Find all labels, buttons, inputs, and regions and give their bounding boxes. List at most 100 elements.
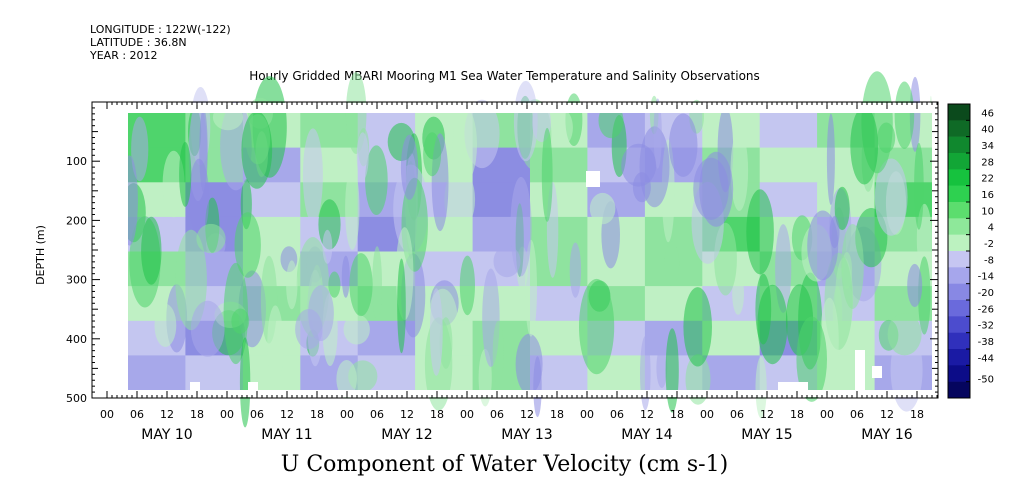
colorbar-label: -26 [978,304,994,315]
x-tick-label: 12 [280,408,294,421]
colorbar-label: -50 [978,375,994,386]
heatmap-blob [179,142,192,207]
heatmap-cell [759,113,818,149]
colorbar-label: -44 [978,353,994,364]
heatmap-cell [530,286,588,322]
heatmap-blob [589,192,616,225]
heatmap-blob [510,176,532,277]
colorbar-swatch [948,218,970,235]
colorbar-label: 22 [981,174,994,185]
x-tick-label: 18 [790,408,804,421]
heatmap-blob [541,127,553,222]
colorbar-label: -2 [984,239,994,250]
heatmap-blob [653,98,662,169]
x-tick-label: 00 [220,408,234,421]
heatmap-blob [345,167,360,250]
heatmap-blob [234,212,261,278]
colorbar-swatch [948,120,970,137]
heatmap-blob [874,158,908,236]
x-tick-label: 00 [700,408,714,421]
heatmap-blob [907,263,923,308]
colorbar-swatch [948,381,970,399]
heatmap-blob [668,113,698,177]
heatmap-blob [492,320,504,385]
x-day-label: MAY 14 [621,427,672,443]
y-tick-label: 400 [66,333,87,346]
x-tick-label: 06 [610,408,624,421]
x-tick-label: 06 [130,408,144,421]
colorbar-swatch [948,104,970,121]
chart-title: Hourly Gridded MBARI Mooring M1 Sea Wate… [249,69,760,83]
heatmap-blob [914,142,924,230]
heatmap-blob [796,316,827,402]
heatmap-blob [664,241,680,286]
x-tick-label: 12 [760,408,774,421]
heatmap-blob [343,314,370,345]
heatmap-blob [579,278,615,375]
colorbar-swatch [948,349,970,366]
x-tick-label: 18 [310,408,324,421]
colorbar-label: 34 [981,141,994,152]
heatmap-blob [328,271,341,298]
latitude-label: LATITUDE : 36.8N [90,36,187,49]
heatmap-blob [459,255,475,316]
x-tick-label: 06 [850,408,864,421]
x-tick-label: 18 [190,408,204,421]
colorbar-swatch [948,185,970,203]
heatmap-blob [372,246,382,321]
y-tick-label: 500 [66,392,87,405]
colorbar-swatch [948,283,970,301]
x-tick-label: 06 [490,408,504,421]
missing-data-gap [190,382,200,390]
heatmap-blob [356,132,369,181]
heatmap-blob [322,229,333,264]
colorbar-swatch [948,153,970,170]
velocity-field [93,71,937,428]
heatmap-blob [397,258,406,354]
heatmap-cell [759,147,818,183]
colorbar-swatch [948,316,970,333]
x-tick-label: 00 [460,408,474,421]
heatmap-blob [423,132,442,177]
heatmap-blob [834,186,850,231]
colorbar-swatch [948,169,970,186]
heatmap-blob [757,284,788,365]
colorbar-swatch [948,267,970,284]
heatmap-blob [755,356,767,419]
colorbar-label: 4 [988,223,994,234]
heatmap-blob [569,242,582,298]
heatmap-blob [196,223,226,254]
heatmap-blob [665,328,679,413]
y-tick-label: 200 [66,214,87,227]
heatmap-blob [190,300,225,357]
x-tick-label: 18 [910,408,924,421]
heatmap-blob [683,287,712,367]
heatmap-blob [730,130,749,211]
x-tick-label: 06 [730,408,744,421]
heatmap-blob [444,169,476,230]
heatmap-blob [640,336,651,411]
heatmap-cell [530,216,588,253]
y-axis-label: DEPTH (m) [34,225,47,285]
heatmap-blob [693,157,729,220]
x-day-label: MAY 16 [861,427,912,443]
colorbar-swatch [948,136,970,154]
x-tick-label: 00 [100,408,114,421]
y-tick-label: 100 [66,155,87,168]
heatmap-blob [452,107,477,183]
x-day-label: MAY 11 [261,427,312,443]
missing-data-gap [248,382,258,390]
heatmap-blob [341,255,350,298]
heatmap-blob [286,260,298,310]
heatmap-blob [162,150,185,218]
x-day-label: MAY 13 [501,427,552,443]
x-tick-label: 06 [250,408,264,421]
heatmap-cell [702,355,761,391]
x-tick-label: 00 [820,408,834,421]
heatmap-blob [551,109,573,146]
colorbar-swatch [948,202,970,219]
heatmap-blob [894,81,915,149]
heatmap-blob [141,216,162,285]
colorbar-label: -20 [978,288,994,299]
